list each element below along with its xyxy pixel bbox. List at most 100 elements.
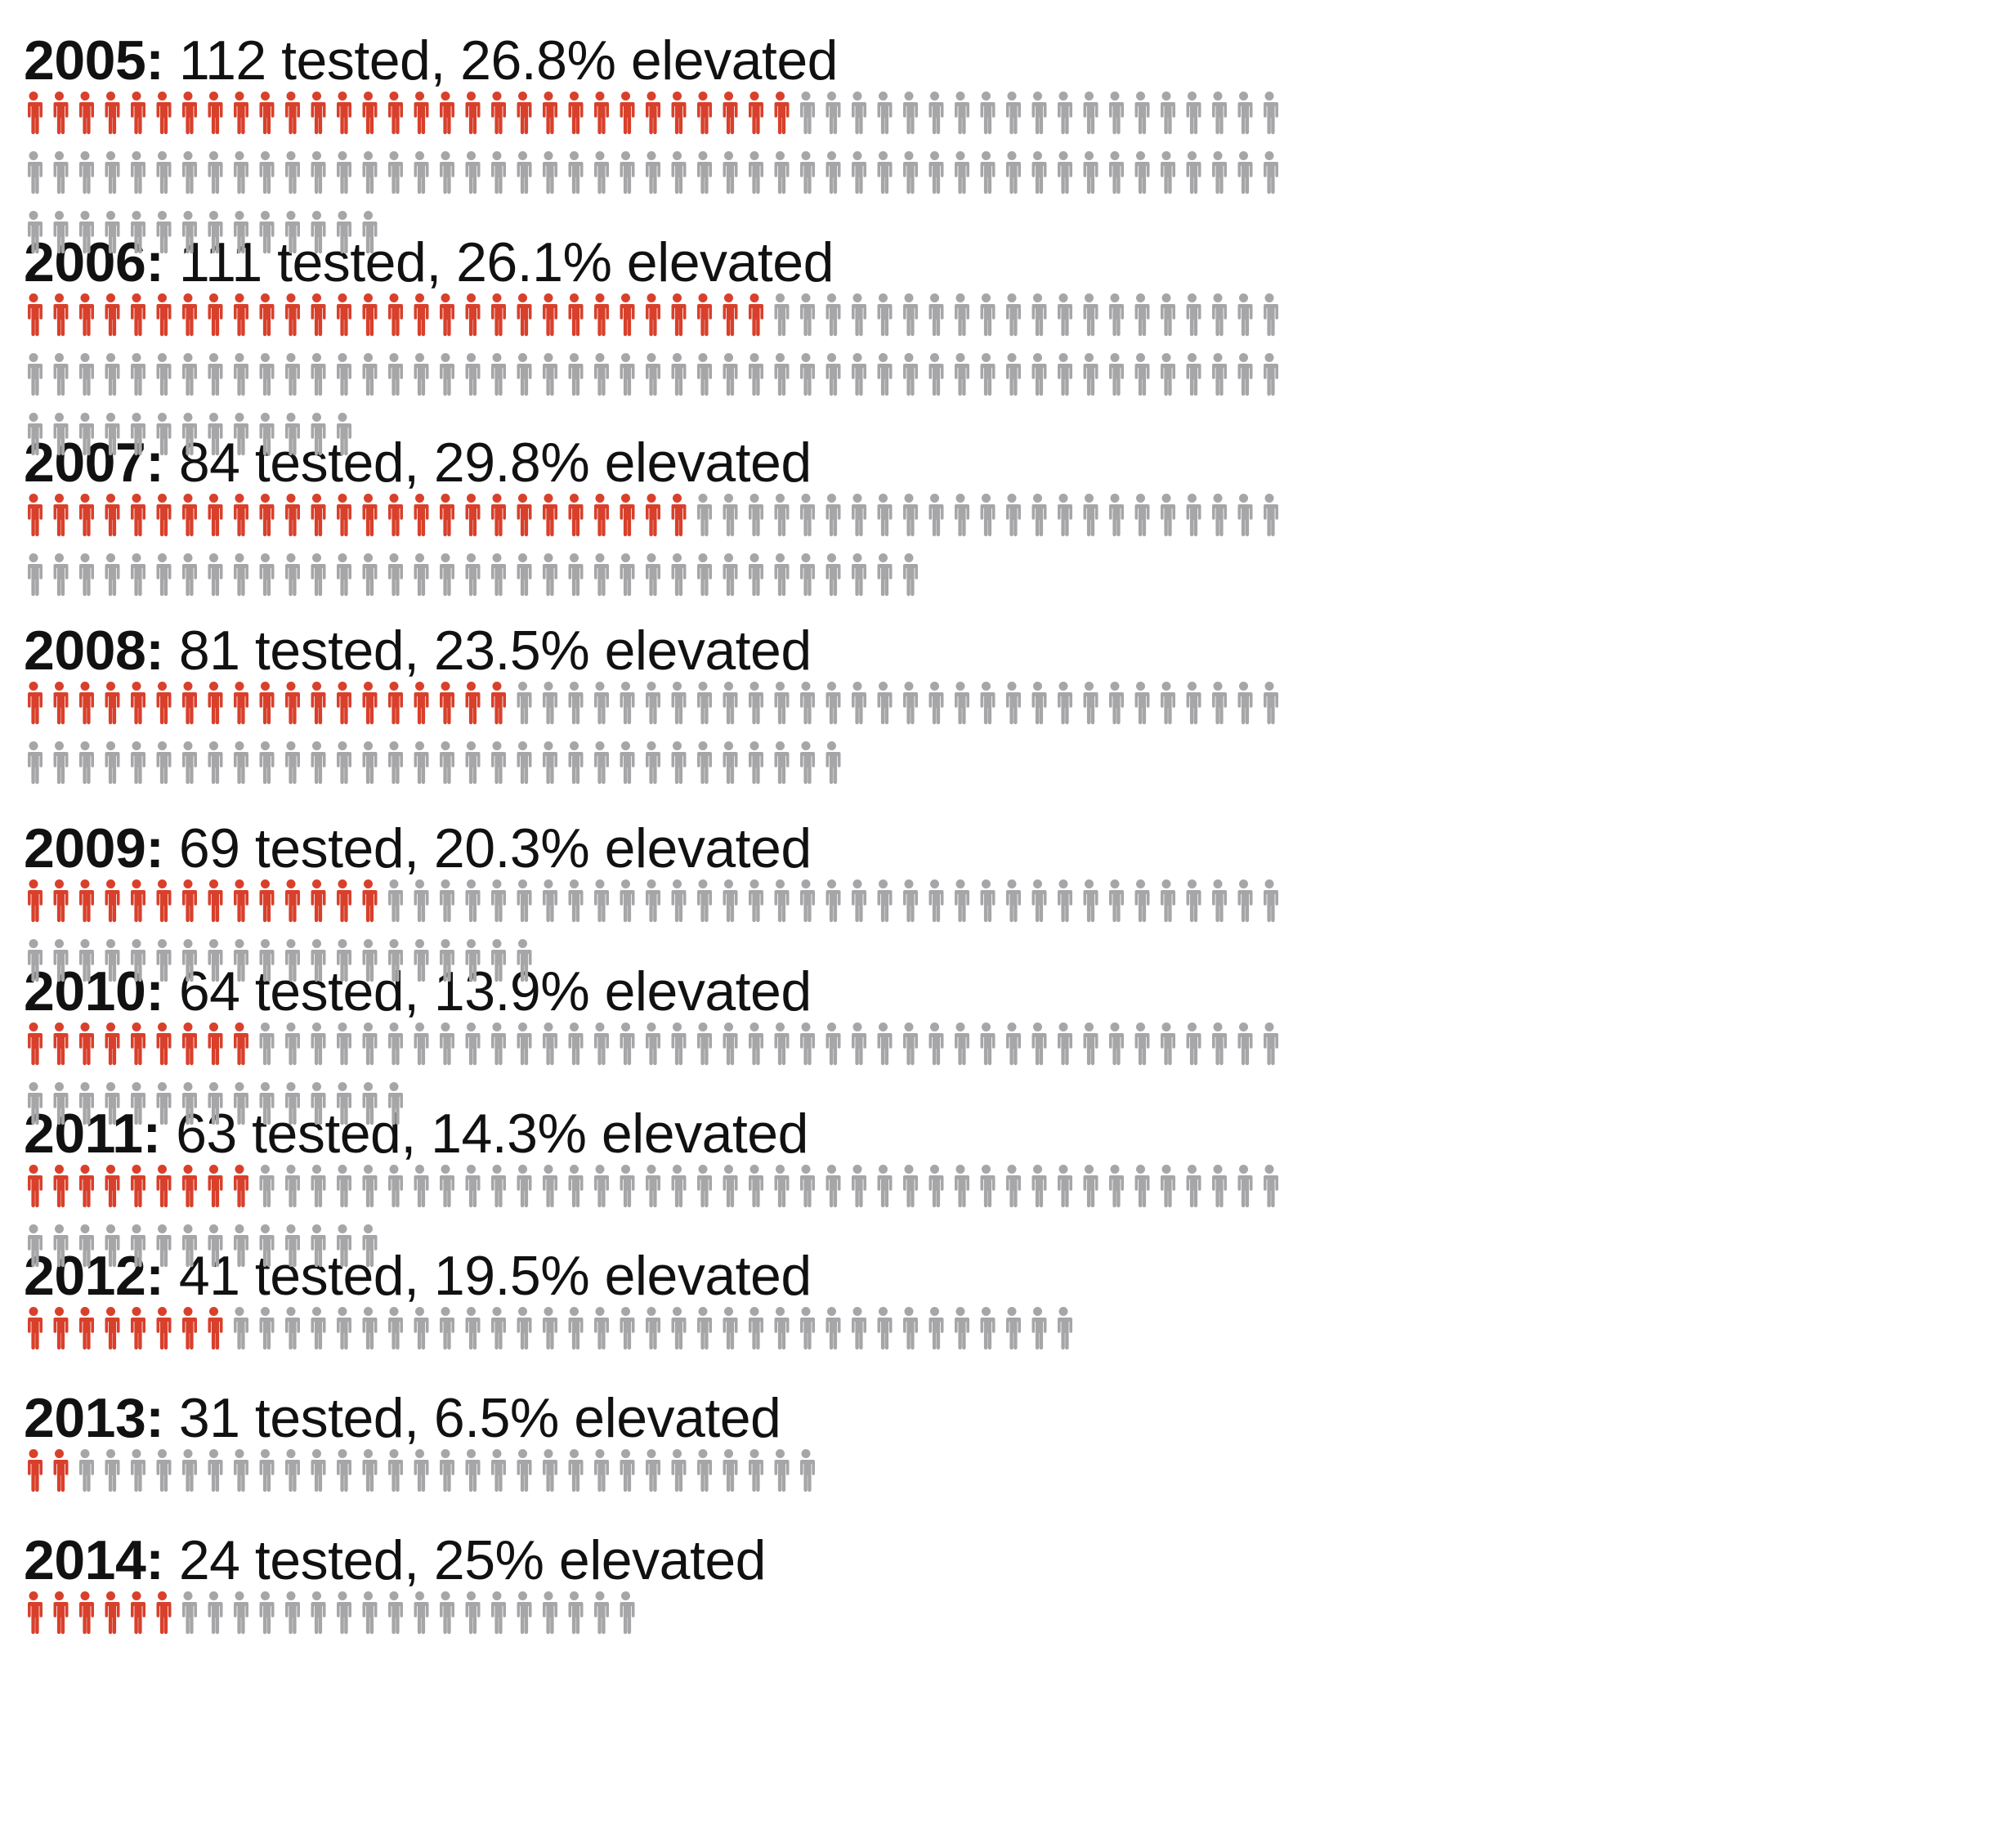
person-icon-not-elevated xyxy=(541,151,557,195)
person-icon-not-elevated xyxy=(618,682,635,725)
person-icon-elevated xyxy=(721,293,738,337)
person-icon-not-elevated xyxy=(850,879,866,923)
person-icon-not-elevated xyxy=(181,741,197,785)
person-icon-not-elevated xyxy=(78,353,94,396)
person-icon-not-elevated xyxy=(515,1165,532,1208)
person-icon-not-elevated xyxy=(1236,682,1253,725)
person-icon-not-elevated xyxy=(257,353,275,396)
person-icon-elevated xyxy=(284,682,300,725)
person-icon-not-elevated xyxy=(927,92,944,135)
person-icon-not-elevated xyxy=(541,553,557,597)
person-icon-not-elevated xyxy=(1107,494,1124,537)
person-icon-not-elevated xyxy=(181,1082,197,1125)
person-icon-elevated xyxy=(335,494,351,537)
person-icon-not-elevated xyxy=(1004,151,1021,195)
person-icon-not-elevated xyxy=(129,741,145,785)
person-icon-not-elevated xyxy=(1184,92,1201,135)
person-icon-not-elevated xyxy=(78,1082,94,1125)
person-icon-not-elevated xyxy=(850,151,866,195)
person-icon-elevated xyxy=(206,92,223,135)
person-icon-not-elevated xyxy=(26,741,43,785)
person-icon-not-elevated xyxy=(747,1165,763,1208)
year-colon: : xyxy=(145,29,179,92)
person-icon-not-elevated xyxy=(978,293,996,337)
person-icon-elevated xyxy=(541,494,557,537)
person-icon-not-elevated xyxy=(1081,494,1098,537)
person-icon-elevated xyxy=(78,92,94,135)
person-icon-not-elevated xyxy=(696,741,712,785)
person-icon-not-elevated xyxy=(1081,879,1098,923)
person-icon-not-elevated xyxy=(1262,879,1278,923)
person-icon-not-elevated xyxy=(593,1165,609,1208)
person-icon-not-elevated xyxy=(1004,92,1021,135)
person-icon-not-elevated xyxy=(902,151,918,195)
person-icon-not-elevated xyxy=(360,939,378,982)
person-icon-elevated xyxy=(618,494,635,537)
person-icon-not-elevated xyxy=(360,353,378,396)
person-icon-not-elevated xyxy=(850,1165,866,1208)
person-icon-not-elevated xyxy=(1133,92,1150,135)
person-icon-not-elevated xyxy=(902,494,918,537)
person-icon-not-elevated xyxy=(541,1165,557,1208)
person-icon-not-elevated xyxy=(1004,682,1021,725)
person-icon-not-elevated xyxy=(1133,1022,1150,1066)
person-icon-not-elevated xyxy=(181,553,197,597)
person-icon-elevated xyxy=(103,1022,120,1066)
person-icon-not-elevated xyxy=(1133,293,1150,337)
person-icon-not-elevated xyxy=(978,1307,996,1350)
person-icon-not-elevated xyxy=(438,879,454,923)
person-icon-not-elevated xyxy=(129,413,145,456)
year-colon: : xyxy=(142,1103,177,1165)
person-icon-not-elevated xyxy=(875,682,893,725)
person-icon-not-elevated xyxy=(103,413,120,456)
person-icon-not-elevated xyxy=(232,553,248,597)
person-icon-not-elevated xyxy=(1056,1165,1072,1208)
person-icon-not-elevated xyxy=(644,1449,660,1492)
person-icon-not-elevated xyxy=(232,1307,248,1350)
year-colon: : xyxy=(145,1529,179,1591)
person-icon-not-elevated xyxy=(1210,879,1227,923)
person-icon-not-elevated xyxy=(206,1449,223,1492)
person-icon-not-elevated xyxy=(490,553,506,597)
person-icon-elevated xyxy=(51,1449,69,1492)
person-icon-not-elevated xyxy=(593,741,609,785)
person-icon-not-elevated xyxy=(463,1591,481,1635)
person-icon-not-elevated xyxy=(490,353,506,396)
person-icon-not-elevated xyxy=(593,151,609,195)
person-icon-not-elevated xyxy=(696,151,712,195)
person-icon-not-elevated xyxy=(721,1165,738,1208)
person-icon-not-elevated xyxy=(644,879,660,923)
person-icon-elevated xyxy=(232,494,248,537)
person-icon-not-elevated xyxy=(335,1022,351,1066)
person-icon-not-elevated xyxy=(824,879,841,923)
person-icon-not-elevated xyxy=(232,1224,248,1268)
person-icon-elevated xyxy=(257,494,275,537)
person-icon-not-elevated xyxy=(799,741,815,785)
person-icon-not-elevated xyxy=(103,1224,120,1268)
person-icon-elevated xyxy=(490,494,506,537)
person-icon-elevated xyxy=(284,293,300,337)
person-icon-not-elevated xyxy=(1056,92,1072,135)
person-icon-not-elevated xyxy=(284,353,300,396)
person-icon-not-elevated xyxy=(721,1022,738,1066)
person-icon-elevated xyxy=(232,879,248,923)
person-icon-not-elevated xyxy=(515,939,532,982)
person-icon-not-elevated xyxy=(1107,353,1124,396)
person-icon-not-elevated xyxy=(232,939,248,982)
year-label-2006: 2006: 111 tested, 26.1% elevated xyxy=(24,235,834,290)
person-icon-elevated xyxy=(129,293,145,337)
person-icon-not-elevated xyxy=(927,1307,944,1350)
person-icon-not-elevated xyxy=(669,353,687,396)
person-icon-elevated xyxy=(51,1591,69,1635)
person-icon-not-elevated xyxy=(1159,1165,1175,1208)
person-icon-elevated xyxy=(747,92,763,135)
person-icon-not-elevated xyxy=(953,682,969,725)
person-icon-not-elevated xyxy=(566,553,584,597)
person-icon-not-elevated xyxy=(1081,151,1098,195)
person-icon-not-elevated xyxy=(309,939,326,982)
person-icon-elevated xyxy=(129,1165,145,1208)
person-icon-not-elevated xyxy=(412,879,429,923)
person-icon-not-elevated xyxy=(78,413,94,456)
person-icon-not-elevated xyxy=(206,353,223,396)
person-icon-elevated xyxy=(154,494,172,537)
